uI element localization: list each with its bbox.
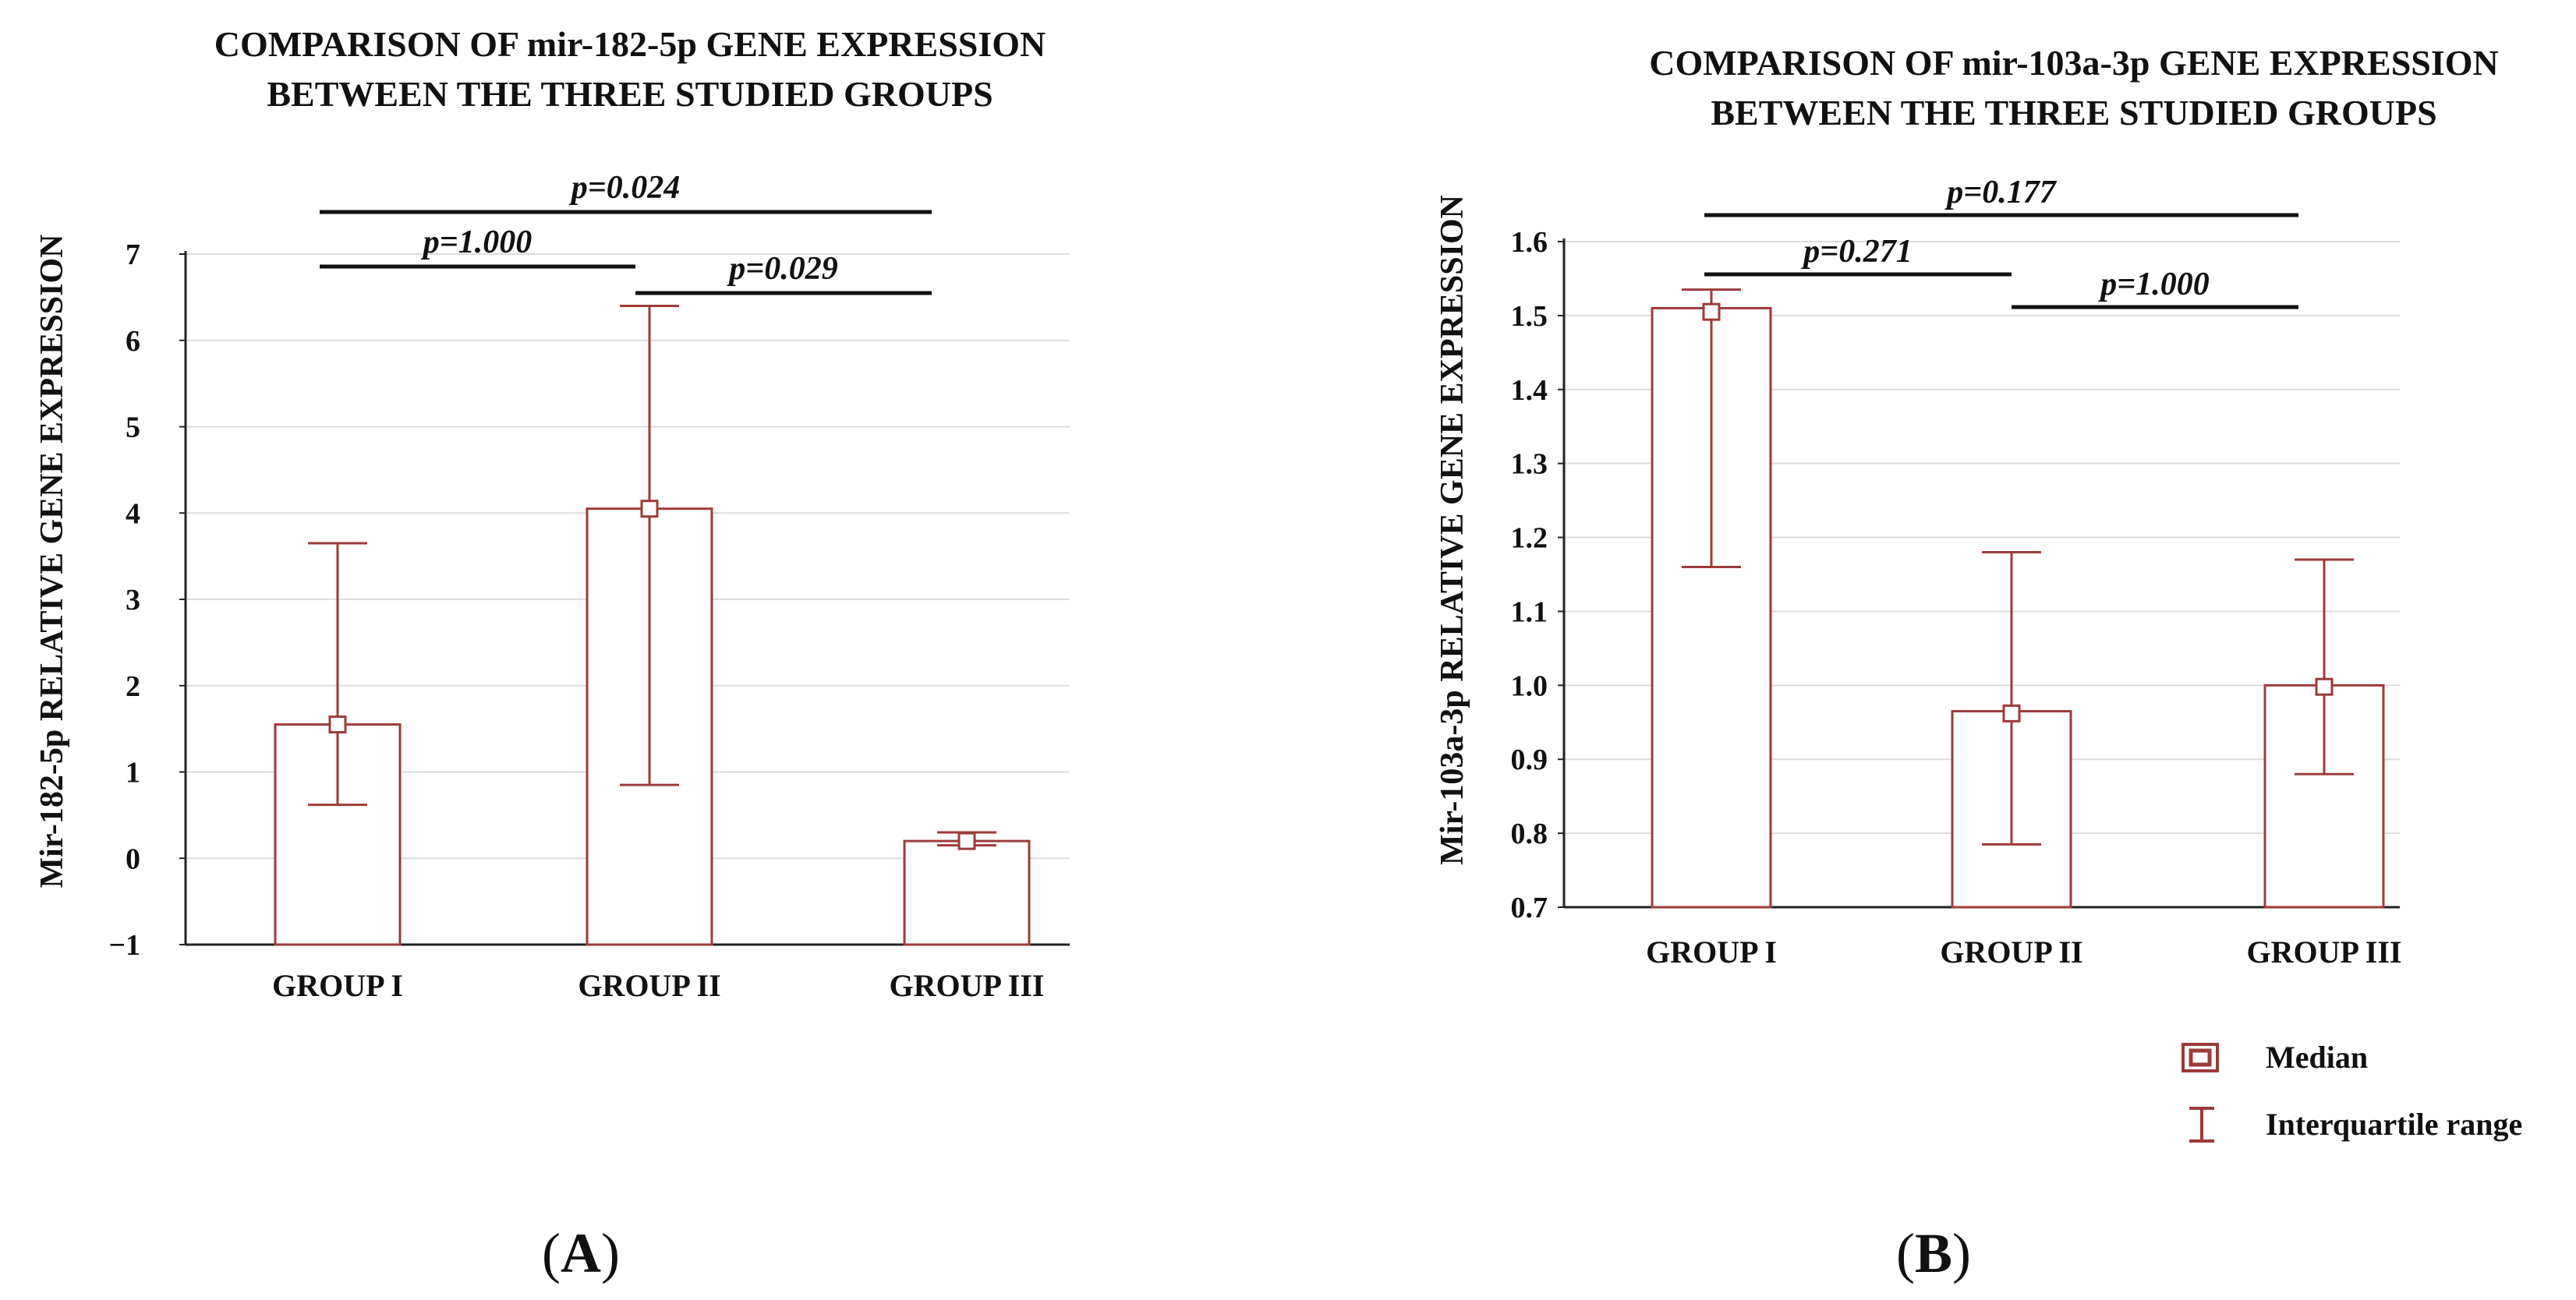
chart-a-category-label: GROUP II (578, 968, 720, 1003)
chart-b-title-line-2: BETWEEN THE THREE STUDIED GROUPS (1711, 93, 2436, 132)
chart-b-p-value-label: p=0.271 (1801, 234, 1912, 270)
chart-a-p-value-label: p=0.024 (569, 170, 680, 206)
chart-b-median-marker (1702, 302, 1721, 321)
chart-b-category-label: GROUP I (1646, 934, 1777, 970)
chart-b-y-tick-label: 0.9 (1511, 744, 1548, 776)
panel-a-letter: A (561, 1222, 601, 1284)
chart-a-bar (903, 839, 1031, 946)
chart-panel-b: COMPARISON OF mir-103a-3p GENE EXPRESSIO… (1435, 43, 2499, 1284)
chart-a-median-marker (328, 715, 347, 734)
chart-a-y-tick-label: 1 (126, 757, 140, 790)
chart-b-y-tick-label: 1.2 (1511, 522, 1548, 555)
interquartile-range-icon (2189, 1107, 2214, 1143)
chart-b-p-value-label: p=1.000 (2098, 267, 2209, 302)
panel-b-label: (B) (1896, 1222, 1971, 1284)
chart-a-median-marker (957, 832, 976, 850)
panel-a-label: (A) (542, 1222, 620, 1284)
chart-a-y-tick-label: −1 (108, 929, 140, 962)
chart-b-median-marker (2315, 677, 2334, 696)
legend-iqr-label: Interquartile range (2266, 1107, 2522, 1142)
chart-a-y-tick-label: 7 (126, 238, 140, 271)
chart-a-title-line-1: COMPARISON OF mir-182-5p GENE EXPRESSION (214, 24, 1046, 64)
chart-b-y-tick-label: 0.7 (1511, 892, 1548, 924)
chart-a-p-value-label: p=0.029 (727, 251, 837, 287)
chart-a-plot: 7 6 5 4 3 2 1 0 −1 GROUP I GROUP II GROUP III p=0.02… (108, 170, 1070, 1003)
panel-b-letter: B (1915, 1222, 1952, 1284)
chart-b-category-label: GROUP II (1940, 934, 2082, 970)
chart-a-p-value-label: p=1.000 (421, 224, 532, 260)
chart-a-y-tick-label: 5 (126, 412, 140, 444)
chart-a-y-tick-label: 4 (126, 497, 140, 530)
chart-a-category-label: GROUP I (272, 968, 403, 1003)
chart-b-p-value-label: p=0.177 (1944, 175, 2057, 210)
chart-b-y-tick-label: 1.6 (1511, 226, 1548, 259)
chart-b-plot: 1.6 1.5 1.4 1.3 1.2 1.1 1.0 0.9 0.8 0.7 GROUP I GRO… (1511, 175, 2402, 970)
chart-a-median-marker (640, 500, 659, 518)
chart-b-median-marker (2002, 704, 2021, 722)
chart-a-y-tick-label: 2 (126, 670, 140, 703)
chart-a-y-tick-label: 3 (126, 584, 140, 616)
median-icon (2181, 1043, 2219, 1072)
chart-a-y-tick-label: 6 (126, 325, 140, 358)
chart-b-y-tick-label: 1.1 (1511, 595, 1548, 628)
chart-panel-a: COMPARISON OF mir-182-5p GENE EXPRESSION… (34, 24, 1070, 1284)
chart-b-y-tick-label: 1.4 (1511, 374, 1548, 407)
chart-b-y-tick-label: 1.3 (1511, 448, 1548, 481)
chart-a-y-tick-label: 0 (126, 843, 140, 875)
chart-b-y-tick-label: 0.8 (1511, 818, 1548, 850)
chart-b-category-label: GROUP III (2247, 934, 2402, 970)
chart-b-y-tick-label: 1.0 (1511, 669, 1548, 702)
legend-median-label: Median (2266, 1040, 2368, 1075)
chart-a-title-line-2: BETWEEN THE THREE STUDIED GROUPS (267, 74, 993, 114)
chart-b-y-tick-label: 1.5 (1511, 300, 1548, 333)
chart-b-y-axis-label: Mir-103a-3p RELATIVE GENE EXPRESSION (1435, 195, 1470, 865)
chart-a-y-axis-label: Mir-182-5p RELATIVE GENE EXPRESSION (34, 235, 70, 888)
chart-a-category-label: GROUP III (890, 968, 1045, 1003)
legend: Median Interquartile range (2181, 1040, 2522, 1143)
chart-b-title-line-1: COMPARISON OF mir-103a-3p GENE EXPRESSIO… (1649, 43, 2499, 83)
